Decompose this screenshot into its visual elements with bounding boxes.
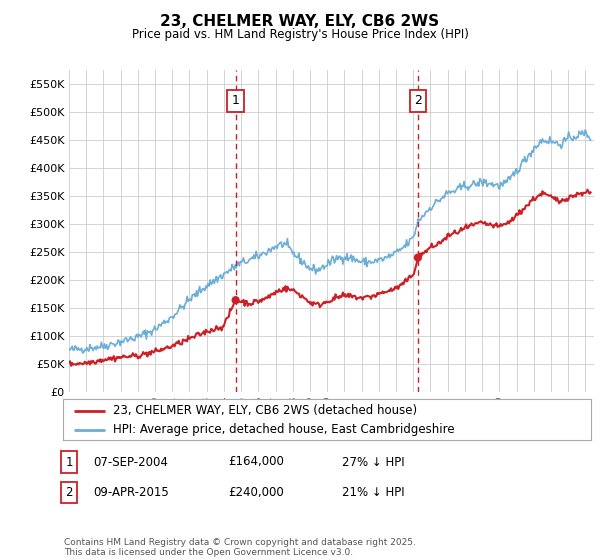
Text: HPI: Average price, detached house, East Cambridgeshire: HPI: Average price, detached house, East… [113, 423, 455, 436]
Text: 21% ↓ HPI: 21% ↓ HPI [342, 486, 404, 500]
Point [231, 296, 241, 305]
Text: Contains HM Land Registry data © Crown copyright and database right 2025.
This d: Contains HM Land Registry data © Crown c… [64, 538, 416, 557]
Text: 2: 2 [414, 94, 422, 108]
Text: 1: 1 [232, 94, 239, 108]
Text: £240,000: £240,000 [228, 486, 284, 500]
Text: 27% ↓ HPI: 27% ↓ HPI [342, 455, 404, 469]
Text: 23, CHELMER WAY, ELY, CB6 2WS (detached house): 23, CHELMER WAY, ELY, CB6 2WS (detached … [113, 404, 417, 417]
Text: £164,000: £164,000 [228, 455, 284, 469]
Text: 09-APR-2015: 09-APR-2015 [93, 486, 169, 500]
Text: 07-SEP-2004: 07-SEP-2004 [93, 455, 168, 469]
Point [413, 253, 423, 262]
Text: Price paid vs. HM Land Registry's House Price Index (HPI): Price paid vs. HM Land Registry's House … [131, 28, 469, 41]
Text: 23, CHELMER WAY, ELY, CB6 2WS: 23, CHELMER WAY, ELY, CB6 2WS [160, 14, 440, 29]
Text: 1: 1 [65, 455, 73, 469]
Text: 2: 2 [65, 486, 73, 500]
